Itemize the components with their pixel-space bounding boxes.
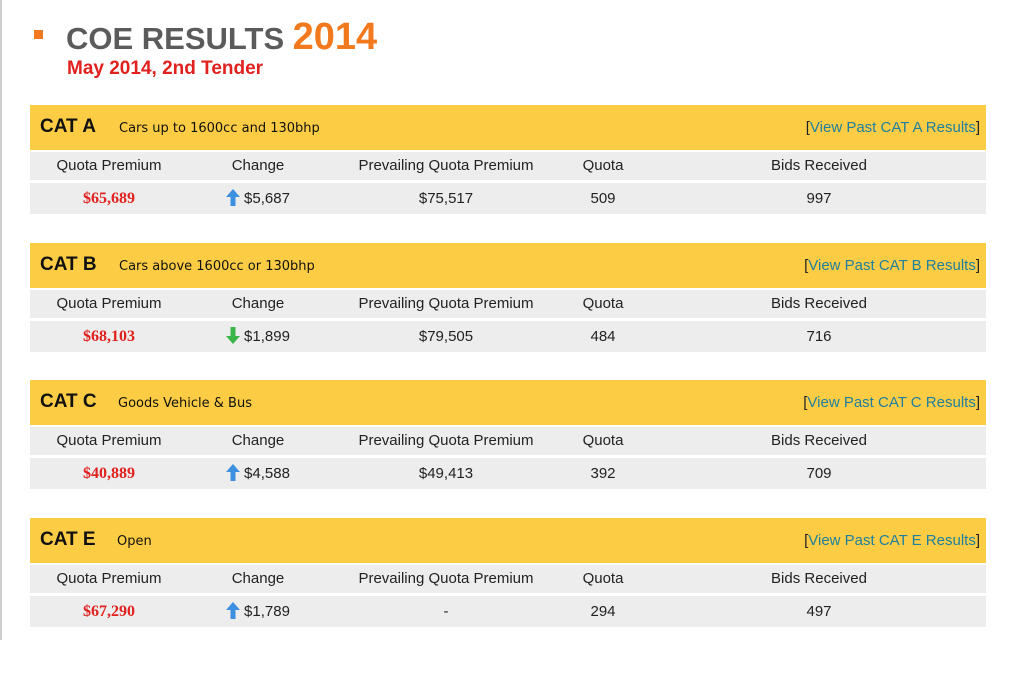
column-header-bids-received: Bids Received	[771, 157, 867, 174]
arrow-up-icon	[226, 602, 241, 619]
view-past-cat-a-results-link[interactable]: View Past CAT A Results	[809, 119, 976, 136]
page-title: COE RESULTS 2014	[66, 16, 377, 59]
column-header-quota: Quota	[582, 570, 624, 587]
cat-e-description: Open	[117, 534, 152, 549]
column-header-change: Change	[231, 295, 285, 312]
cat-e-prevailing-quota-premium: -	[443, 603, 449, 620]
cat-b-quota: 484	[590, 328, 616, 345]
cat-a-link-open-bracket: [	[805, 119, 810, 136]
cat-c-name: CAT C	[40, 391, 97, 412]
cat-e-past-results: [View Past CAT E Results]	[804, 532, 980, 549]
orange-bullet-icon	[34, 30, 43, 39]
column-header-quota-premium: Quota Premium	[56, 432, 162, 449]
cat-a-quota-premium: $65,689	[83, 190, 135, 207]
cat-c-values-row: $40,889 $4,588 $49,413 392 709	[30, 458, 986, 489]
view-past-cat-c-results-link[interactable]: View Past CAT C Results	[807, 394, 976, 411]
cat-a-past-results: [View Past CAT A Results]	[806, 119, 980, 136]
cat-e-link-close-bracket: ]	[975, 532, 980, 549]
column-header-quota-premium: Quota Premium	[56, 295, 162, 312]
cat-e-header: CAT E Open [View Past CAT E Results]	[30, 518, 986, 563]
cat-c-bids-received: 709	[806, 465, 832, 482]
cat-a-change-value: $5,687	[244, 190, 290, 207]
cat-b-past-results: [View Past CAT B Results]	[804, 257, 980, 274]
cat-b-link-open-bracket: [	[804, 257, 809, 274]
left-border	[0, 0, 2, 640]
page-title-text: COE RESULTS	[66, 21, 285, 56]
view-past-cat-e-results-link[interactable]: View Past CAT E Results	[808, 532, 976, 549]
cat-a-header: CAT A Cars up to 1600cc and 130bhp [View…	[30, 105, 986, 150]
cat-c-prevailing-quota-premium: $49,413	[418, 465, 474, 482]
column-header-bids-received: Bids Received	[771, 432, 867, 449]
cat-a-name: CAT A	[40, 116, 96, 137]
cat-a-column-headers: Quota Premium Change Prevailing Quota Pr…	[30, 152, 986, 180]
column-header-prevailing-quota-premium: Prevailing Quota Premium	[358, 157, 534, 174]
column-header-prevailing-quota-premium: Prevailing Quota Premium	[358, 570, 534, 587]
cat-a-bids-received: 997	[806, 190, 832, 207]
cat-a-link-close-bracket: ]	[975, 119, 980, 136]
cat-e-quota: 294	[590, 603, 616, 620]
column-header-quota-premium: Quota Premium	[56, 570, 162, 587]
cat-b-values-row: $68,103 $1,899 $79,505 484 716	[30, 321, 986, 352]
column-header-change: Change	[231, 157, 285, 174]
view-past-cat-b-results-link[interactable]: View Past CAT B Results	[808, 257, 976, 274]
cat-c-column-headers: Quota Premium Change Prevailing Quota Pr…	[30, 427, 986, 455]
cat-b-quota-premium: $68,103	[83, 328, 135, 345]
cat-b-header: CAT B Cars above 1600cc or 130bhp [View …	[30, 243, 986, 288]
cat-e-block: CAT E Open [View Past CAT E Results] Quo…	[30, 518, 986, 627]
column-header-quota: Quota	[582, 157, 624, 174]
cat-b-column-headers: Quota Premium Change Prevailing Quota Pr…	[30, 290, 986, 318]
cat-e-values-row: $67,290 $1,789 - 294 497	[30, 596, 986, 627]
cat-c-past-results: [View Past CAT C Results]	[803, 394, 980, 411]
cat-b-name: CAT B	[40, 254, 97, 275]
arrow-down-icon	[226, 327, 241, 344]
cat-b-link-close-bracket: ]	[975, 257, 980, 274]
arrow-up-icon	[226, 464, 241, 481]
cat-b-block: CAT B Cars above 1600cc or 130bhp [View …	[30, 243, 986, 352]
cat-a-quota: 509	[590, 190, 616, 207]
column-header-quota: Quota	[582, 295, 624, 312]
cat-e-bids-received: 497	[806, 603, 832, 620]
cat-c-change: $4,588	[188, 458, 328, 489]
cat-a-block: CAT A Cars up to 1600cc and 130bhp [View…	[30, 105, 986, 214]
tender-subtitle: May 2014, 2nd Tender	[67, 58, 264, 79]
column-header-change: Change	[231, 570, 285, 587]
column-header-bids-received: Bids Received	[771, 570, 867, 587]
column-header-prevailing-quota-premium: Prevailing Quota Premium	[358, 295, 534, 312]
cat-e-name: CAT E	[40, 529, 96, 550]
cat-b-prevailing-quota-premium: $79,505	[418, 328, 474, 345]
cat-e-link-open-bracket: [	[804, 532, 809, 549]
cat-a-values-row: $65,689 $5,687 $75,517 509 997	[30, 183, 986, 214]
cat-e-quota-premium: $67,290	[83, 603, 135, 620]
page-title-year: 2014	[292, 16, 378, 58]
cat-b-bids-received: 716	[806, 328, 832, 345]
column-header-bids-received: Bids Received	[771, 295, 867, 312]
cat-b-description: Cars above 1600cc or 130bhp	[119, 259, 315, 274]
cat-e-change: $1,789	[188, 596, 328, 627]
cat-c-link-open-bracket: [	[803, 394, 808, 411]
cat-c-description: Goods Vehicle & Bus	[118, 396, 252, 411]
cat-c-link-close-bracket: ]	[975, 394, 980, 411]
column-header-change: Change	[231, 432, 285, 449]
cat-c-change-value: $4,588	[244, 465, 290, 482]
cat-e-column-headers: Quota Premium Change Prevailing Quota Pr…	[30, 565, 986, 593]
column-header-quota-premium: Quota Premium	[56, 157, 162, 174]
cat-a-description: Cars up to 1600cc and 130bhp	[119, 121, 320, 136]
cat-a-change: $5,687	[188, 183, 328, 214]
cat-b-change: $1,899	[188, 321, 328, 352]
column-header-quota: Quota	[582, 432, 624, 449]
cat-c-quota-premium: $40,889	[83, 465, 135, 482]
column-header-prevailing-quota-premium: Prevailing Quota Premium	[358, 432, 534, 449]
arrow-up-icon	[226, 189, 241, 206]
cat-a-prevailing-quota-premium: $75,517	[418, 190, 474, 207]
cat-c-quota: 392	[590, 465, 616, 482]
cat-c-header: CAT C Goods Vehicle & Bus [View Past CAT…	[30, 380, 986, 425]
cat-c-block: CAT C Goods Vehicle & Bus [View Past CAT…	[30, 380, 986, 489]
cat-b-change-value: $1,899	[244, 328, 290, 345]
cat-e-change-value: $1,789	[244, 603, 290, 620]
